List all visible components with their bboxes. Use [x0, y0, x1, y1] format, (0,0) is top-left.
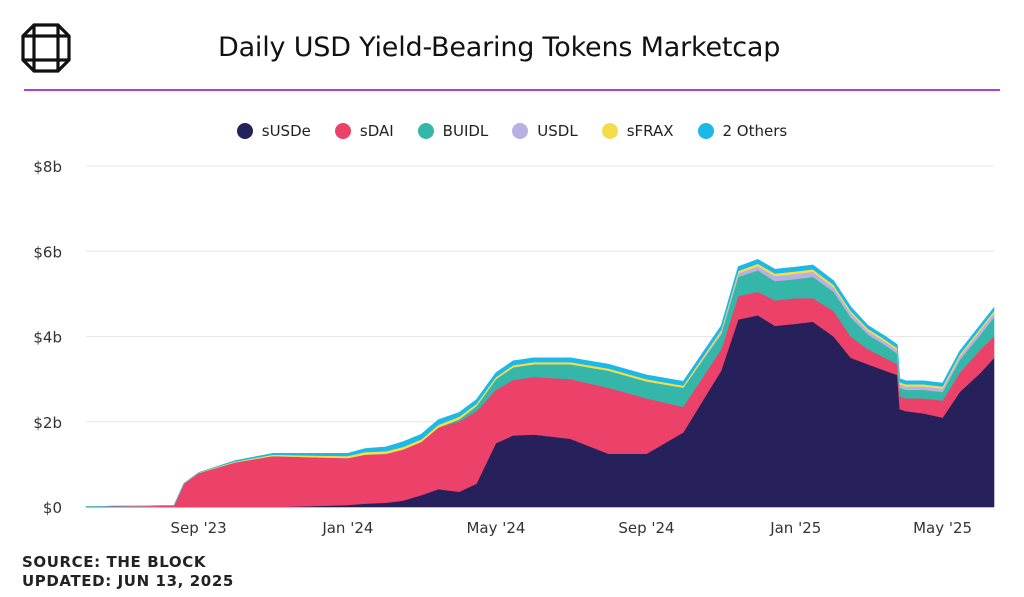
- chart-legend: sUSDe sDAI BUIDL USDL sFRAX 2 Others: [0, 118, 1024, 144]
- legend-swatch-icon: [334, 123, 351, 139]
- chart-header: Daily USD Yield-Bearing Tokens Marketcap: [0, 0, 1024, 92]
- legend-swatch-icon: [417, 123, 434, 139]
- legend-item-sfrax[interactable]: sFRAX: [601, 122, 674, 140]
- legend-label: sUSDe: [261, 122, 311, 140]
- legend-item-susde[interactable]: sUSDe: [236, 122, 311, 140]
- updated-note: UPDATED: JUN 13, 2025: [22, 572, 234, 590]
- x-tick-label: May '24: [466, 519, 525, 537]
- y-tick-label: $4b: [33, 329, 62, 347]
- y-tick-label: $8b: [33, 158, 62, 176]
- legend-label: BUIDL: [442, 122, 489, 140]
- x-tick-label: Jan '25: [769, 519, 821, 537]
- area-series-2-others: [85, 258, 995, 507]
- y-tick-label: $0: [43, 499, 62, 517]
- legend-item-sdai[interactable]: sDAI: [334, 122, 394, 140]
- source-note: SOURCE: THE BLOCK: [22, 553, 207, 571]
- legend-swatch-icon: [697, 123, 714, 139]
- y-tick-label: $2b: [33, 414, 62, 432]
- x-tick-label: Sep '23: [170, 519, 226, 537]
- legend-item-buidl[interactable]: BUIDL: [417, 122, 489, 140]
- legend-swatch-icon: [512, 123, 529, 139]
- legend-label: USDL: [537, 122, 578, 140]
- legend-item-2-others[interactable]: 2 Others: [697, 122, 788, 140]
- legend-swatch-icon: [601, 123, 618, 139]
- x-tick-label: May '25: [913, 519, 972, 537]
- the-block-cube-logo-icon: [21, 23, 71, 73]
- legend-swatch-icon: [236, 123, 253, 139]
- y-tick-label: $6b: [33, 243, 62, 261]
- legend-label: sDAI: [359, 122, 394, 140]
- legend-label: 2 Others: [722, 122, 788, 140]
- chart-title: Daily USD Yield-Bearing Tokens Marketcap: [218, 32, 781, 63]
- legend-item-usdl[interactable]: USDL: [512, 122, 578, 140]
- header-divider: [24, 89, 1000, 91]
- chart-footer: SOURCE: THE BLOCK UPDATED: JUN 13, 2025: [22, 553, 234, 591]
- x-tick-label: Sep '24: [618, 519, 674, 537]
- x-tick-label: Jan '24: [321, 519, 373, 537]
- legend-label: sFRAX: [626, 122, 674, 140]
- chart-plot: $0 $2b $4b $6b $8b Sep '23 Jan '24 May '24 Sep '…: [33, 158, 995, 537]
